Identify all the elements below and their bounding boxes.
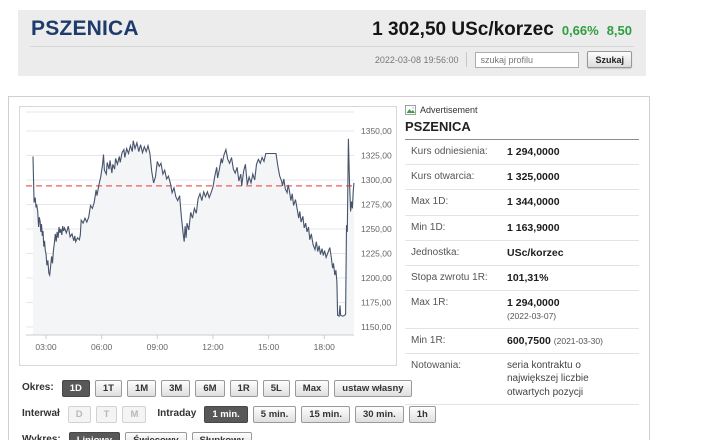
header-bottom-row: 2022-03-08 19:56:00 Szukaj [18,47,646,68]
ad-row: Advertisement [405,104,639,116]
y-axis-tick-label: 1200,00 [361,273,392,283]
header-top-row: PSZENICA 1 302,50 USc/korzec 0,66% 8,50 [18,10,646,41]
vertical-divider [466,52,468,67]
stat-row: Jednostka: USc/korzec [405,241,639,266]
x-axis-tick-label: 12:00 [202,342,224,352]
y-axis-tick-label: 1300,00 [361,175,392,185]
intraday-button-15-min[interactable]: 15 min. [301,406,350,423]
stat-row: Max 1R: 1 294,0000 (2022-03-07) [405,291,639,329]
header-divider [30,46,634,47]
stat-value: 1 163,9000 [507,221,560,234]
x-axis-tick-label: 15:00 [258,342,280,352]
period-button-5l[interactable]: 5L [262,380,290,397]
y-axis-tick-label: 1175,00 [361,298,391,308]
stat-row: Max 1D: 1 344,0000 [405,190,639,216]
stat-value: 1 344,0000 [507,196,560,209]
interwal-label: Interwał [22,408,60,419]
x-axis-tick-label: 06:00 [91,342,113,352]
instrument-header: PSZENICA 1 302,50 USc/korzec 0,66% 8,50 … [18,10,646,76]
y-axis-tick-label: 1275,00 [361,200,392,210]
y-axis-tick-label: 1350,00 [361,126,392,136]
stat-date: (2022-03-07) [507,311,557,322]
stat-row: Kurs odniesienia: 1 294,0000 [405,140,639,166]
price-group: 1 302,50 USc/korzec 0,66% 8,50 [372,19,632,41]
stat-label: Min 1R: [411,334,446,346]
price-line [32,138,355,318]
intraday-button-30-min[interactable]: 30 min. [354,406,404,423]
quote-timestamp: 2022-03-08 19:56:00 [374,54,459,65]
period-button-1m[interactable]: 1M [126,380,157,397]
stat-label: Kurs odniesienia: [411,146,488,157]
chart-type-button-wiecowy[interactable]: Świecowy [125,432,187,440]
stat-row: Min 1D: 1 163,9000 [405,216,639,241]
stat-label: Stopa zwrotu 1R: [411,271,488,283]
okres-label: Okres: [22,382,54,393]
intraday-button-1h[interactable]: 1h [408,406,436,423]
stat-row: Notowania: seria kontraktu o największej … [405,354,639,406]
period-button-1d[interactable]: 1D [61,380,90,397]
stat-label: Kurs otwarcia: [411,171,475,183]
page-title: PSZENICA [31,17,139,40]
wykres-label: Wykres: [22,434,61,440]
stat-value: 101,31% [507,271,549,284]
x-axis-tick-label: 03:00 [35,342,57,352]
ad-label: Advertisement [420,105,478,115]
period-button-3m[interactable]: 3M [161,380,191,397]
panel-title: PSZENICA [405,119,639,140]
chart-type-row: Wykres: Liniowy Świecowy Słupkowy [22,430,441,440]
stat-date: (2021-03-30) [553,335,603,346]
y-axis-tick-label: 1250,00 [361,224,392,234]
stat-row: Kurs otwarcia: 1 325,0000 [405,165,639,191]
quote-card: 1350,00 1325,00 1300,00 1275,00 1250,00 1225,… [8,96,650,440]
stat-value: seria kontraktu o największej liczbie ot… [507,359,589,398]
chart-controls: Okres: 1D 1T 1M 3M 6M 1R 5L Max ustaw własny Int… [22,378,441,440]
x-axis-tick-label: 09:00 [147,342,169,352]
stat-label: Max 1R: [411,297,449,309]
change-value: 8,50 [606,23,632,38]
stat-value: 1 294,0000 [507,146,560,158]
y-axis-tick-label: 1225,00 [361,249,392,259]
y-axis-tick-label: 1150,00 [361,322,391,332]
stat-label: Min 1D: [411,221,446,233]
interval-button-t: T [95,406,118,423]
y-axis-tick-label: 1325,00 [361,151,392,161]
search-button[interactable]: Szukaj [587,51,632,68]
intraday-button-1-min[interactable]: 1 min. [204,406,248,423]
interval-button-m: M [122,406,147,423]
period-row: Okres: 1D 1T 1M 3M 6M 1R 5L Max ustaw własny [22,378,441,397]
area-fill [33,138,354,335]
price-chart-svg: 1350,00 1325,00 1300,00 1275,00 1250,00 1225,… [26,111,392,352]
x-axis-tick-label: 18:00 [314,342,336,352]
chart-type-button-liniowy[interactable]: Liniowy [68,432,121,440]
stat-value: 1 325,0000 [507,171,560,184]
price-value: 1 302,50 USc/korzec [372,19,554,40]
period-button-1t[interactable]: 1T [94,380,122,397]
stat-label: Max 1D: [411,196,449,208]
stat-row: Stopa zwrotu 1R: 101,31% [405,266,639,292]
chart-type-button-s-upkowy[interactable]: Słupkowy [191,432,252,440]
period-button-6m[interactable]: 6M [195,380,225,397]
search-input[interactable] [475,51,580,68]
stat-row: Min 1R: 600,7500 (2021-03-30) [405,329,639,354]
stat-label: Jednostka: [411,246,460,258]
stat-value: USc/korzec [507,246,564,259]
change-percent: 0,66% [561,23,599,38]
stat-label: Notowania: [411,359,462,371]
stats-table: Kurs odniesienia: 1 294,0000 Kurs otwarcia… [405,140,639,406]
period-button-1r[interactable]: 1R [229,380,258,397]
broken-image-icon [405,105,416,115]
interval-button-d: D [67,406,91,423]
stats-panel: Advertisement PSZENICA Kurs odniesienia:… [405,104,639,406]
intraday-button-5-min[interactable]: 5 min. [252,406,297,423]
intraday-label: Intraday [157,408,197,419]
price-chart: 1350,00 1325,00 1300,00 1275,00 1250,00 1225,… [19,106,397,366]
period-button-max[interactable]: Max [294,380,330,397]
period-button-ustaw-w-asny[interactable]: ustaw własny [334,380,412,397]
stat-value: 1 294,0000 (2022-03-07) [507,297,560,322]
stat-value: 600,7500 (2021-03-30) [507,334,603,347]
